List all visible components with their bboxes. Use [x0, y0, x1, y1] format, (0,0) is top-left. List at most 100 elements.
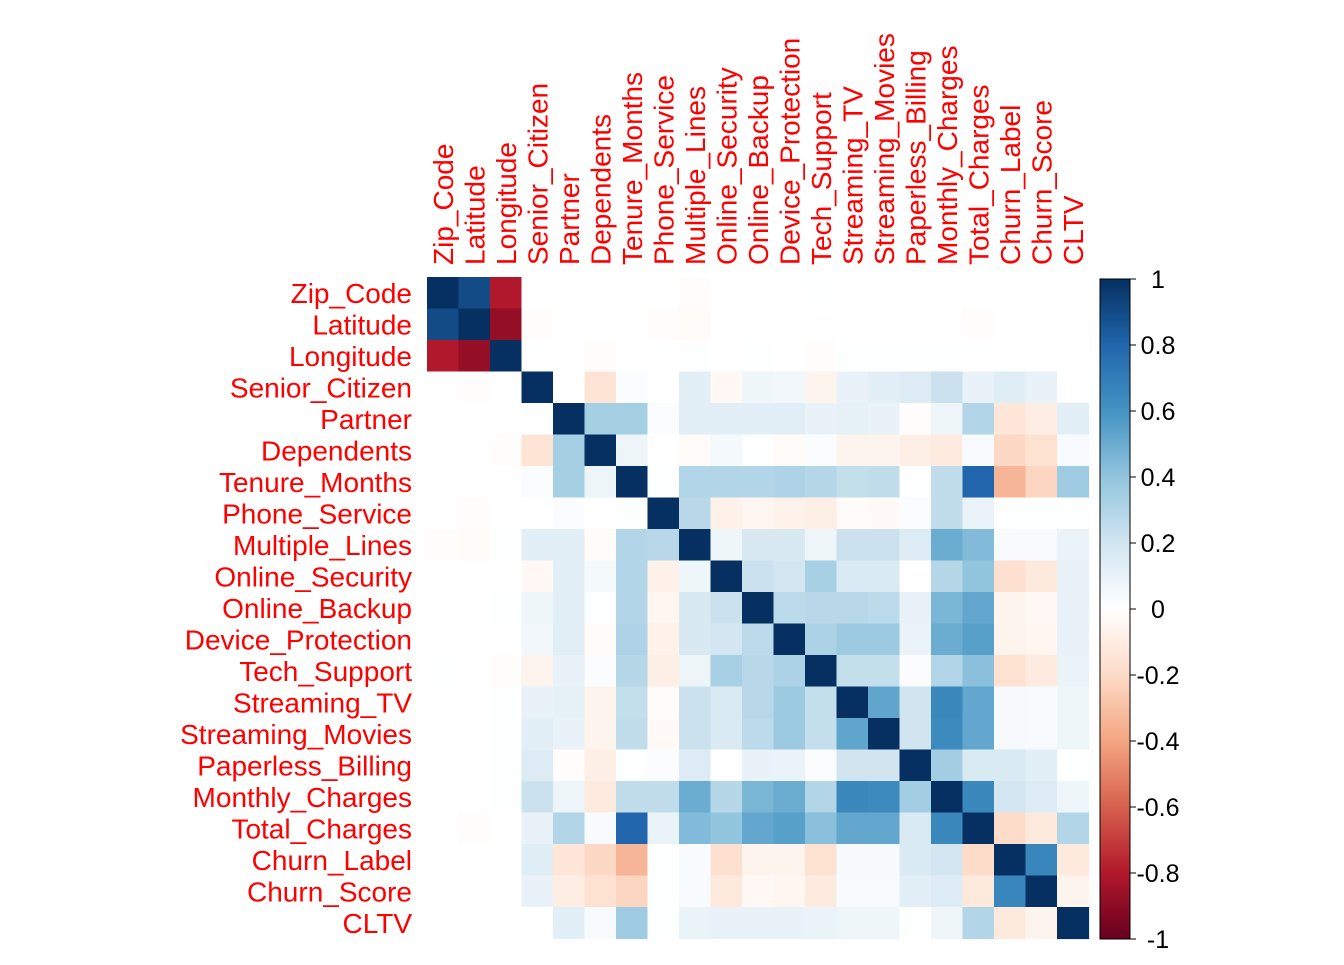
heatmap-cell: [805, 277, 838, 310]
row-label: Senior_Citizen: [230, 372, 412, 403]
heatmap-cell: [584, 466, 617, 499]
heatmap-cell: [773, 277, 806, 310]
heatmap-cell: [742, 655, 775, 688]
heatmap-cell: [836, 434, 869, 467]
heatmap-cell: [931, 686, 964, 719]
heatmap-cell: [679, 592, 712, 625]
heatmap-cell: [1025, 592, 1058, 625]
heatmap-cell: [962, 812, 995, 845]
heatmap-cell: [553, 529, 586, 562]
heatmap-cell: [616, 277, 649, 310]
heatmap-cell: [868, 781, 901, 814]
column-label: Churn_Label: [995, 105, 1026, 265]
heatmap-cell: [427, 686, 460, 719]
heatmap-cell: [553, 434, 586, 467]
heatmap-cell: [553, 308, 586, 341]
heatmap-cell: [1057, 277, 1090, 310]
column-label: Streaming_Movies: [869, 33, 900, 265]
row-label: Monthly_Charges: [193, 782, 412, 813]
heatmap-cell: [647, 277, 680, 310]
column-label: Online_Backup: [743, 75, 774, 265]
heatmap-cell: [773, 781, 806, 814]
heatmap-cell: [899, 655, 932, 688]
legend-tick-label: -0.4: [1136, 728, 1179, 756]
heatmap-cell: [521, 875, 554, 908]
heatmap-cell: [931, 403, 964, 436]
heatmap-cell: [836, 781, 869, 814]
heatmap-cell: [458, 718, 491, 751]
column-label: Tenure_Months: [617, 72, 648, 265]
heatmap-cell: [458, 371, 491, 404]
heatmap-cell: [742, 812, 775, 845]
heatmap-cell: [962, 781, 995, 814]
heatmap-cell: [1025, 875, 1058, 908]
heatmap-cell: [994, 340, 1027, 373]
heatmap-cell: [616, 655, 649, 688]
heatmap-cell: [710, 655, 743, 688]
heatmap-cell: [836, 907, 869, 940]
heatmap-cell: [742, 497, 775, 530]
heatmap-cell: [962, 655, 995, 688]
column-label: Partner: [554, 173, 585, 265]
heatmap-cell: [805, 434, 838, 467]
heatmap-cell: [490, 497, 523, 530]
heatmap-cell: [679, 497, 712, 530]
heatmap-cell: [899, 308, 932, 341]
heatmap-cell: [805, 560, 838, 593]
heatmap-cell: [805, 907, 838, 940]
heatmap-cell: [553, 403, 586, 436]
heatmap-cell: [647, 403, 680, 436]
heatmap-cell: [962, 875, 995, 908]
heatmap-cell: [931, 497, 964, 530]
heatmap-cell: [836, 308, 869, 341]
heatmap-cell: [679, 277, 712, 310]
heatmap-cell: [962, 340, 995, 373]
heatmap-cell: [458, 686, 491, 719]
column-label: Total_Charges: [963, 84, 994, 265]
heatmap-cell: [773, 875, 806, 908]
heatmap-cell: [458, 403, 491, 436]
heatmap-cell: [931, 655, 964, 688]
heatmap-cell: [836, 371, 869, 404]
heatmap-cell: [1057, 560, 1090, 593]
heatmap-cell: [584, 623, 617, 656]
heatmap-cell: [553, 560, 586, 593]
heatmap-cell: [521, 844, 554, 877]
heatmap-cell: [584, 560, 617, 593]
legend-tick-label: 0.4: [1141, 464, 1176, 492]
heatmap-cell: [427, 749, 460, 782]
heatmap-cell: [994, 718, 1027, 751]
heatmap-cell: [773, 434, 806, 467]
heatmap-cell: [742, 403, 775, 436]
heatmap-cell: [805, 340, 838, 373]
heatmap-cell: [553, 592, 586, 625]
heatmap-cell: [616, 371, 649, 404]
heatmap-cell: [458, 277, 491, 310]
heatmap-cell: [805, 812, 838, 845]
heatmap-cell: [931, 781, 964, 814]
heatmap-cell: [836, 560, 869, 593]
heatmap-cell: [836, 749, 869, 782]
heatmap-cell: [899, 434, 932, 467]
heatmap-cell: [994, 907, 1027, 940]
row-label: Online_Security: [214, 561, 412, 592]
heatmap-cell: [1057, 434, 1090, 467]
heatmap-cell: [616, 907, 649, 940]
heatmap-cell: [836, 623, 869, 656]
heatmap-cell: [1025, 749, 1058, 782]
heatmap-cell: [805, 718, 838, 751]
heatmap-cell: [521, 277, 554, 310]
heatmap-cell: [679, 686, 712, 719]
heatmap-cell: [490, 529, 523, 562]
heatmap-cell: [521, 718, 554, 751]
heatmap-cell: [742, 623, 775, 656]
heatmap-cell: [710, 623, 743, 656]
heatmap-cell: [490, 781, 523, 814]
heatmap-cell: [679, 907, 712, 940]
heatmap-cell: [584, 529, 617, 562]
heatmap-cell: [994, 497, 1027, 530]
heatmap-cell: [710, 812, 743, 845]
heatmap-cell: [836, 466, 869, 499]
heatmap-cell: [1057, 497, 1090, 530]
